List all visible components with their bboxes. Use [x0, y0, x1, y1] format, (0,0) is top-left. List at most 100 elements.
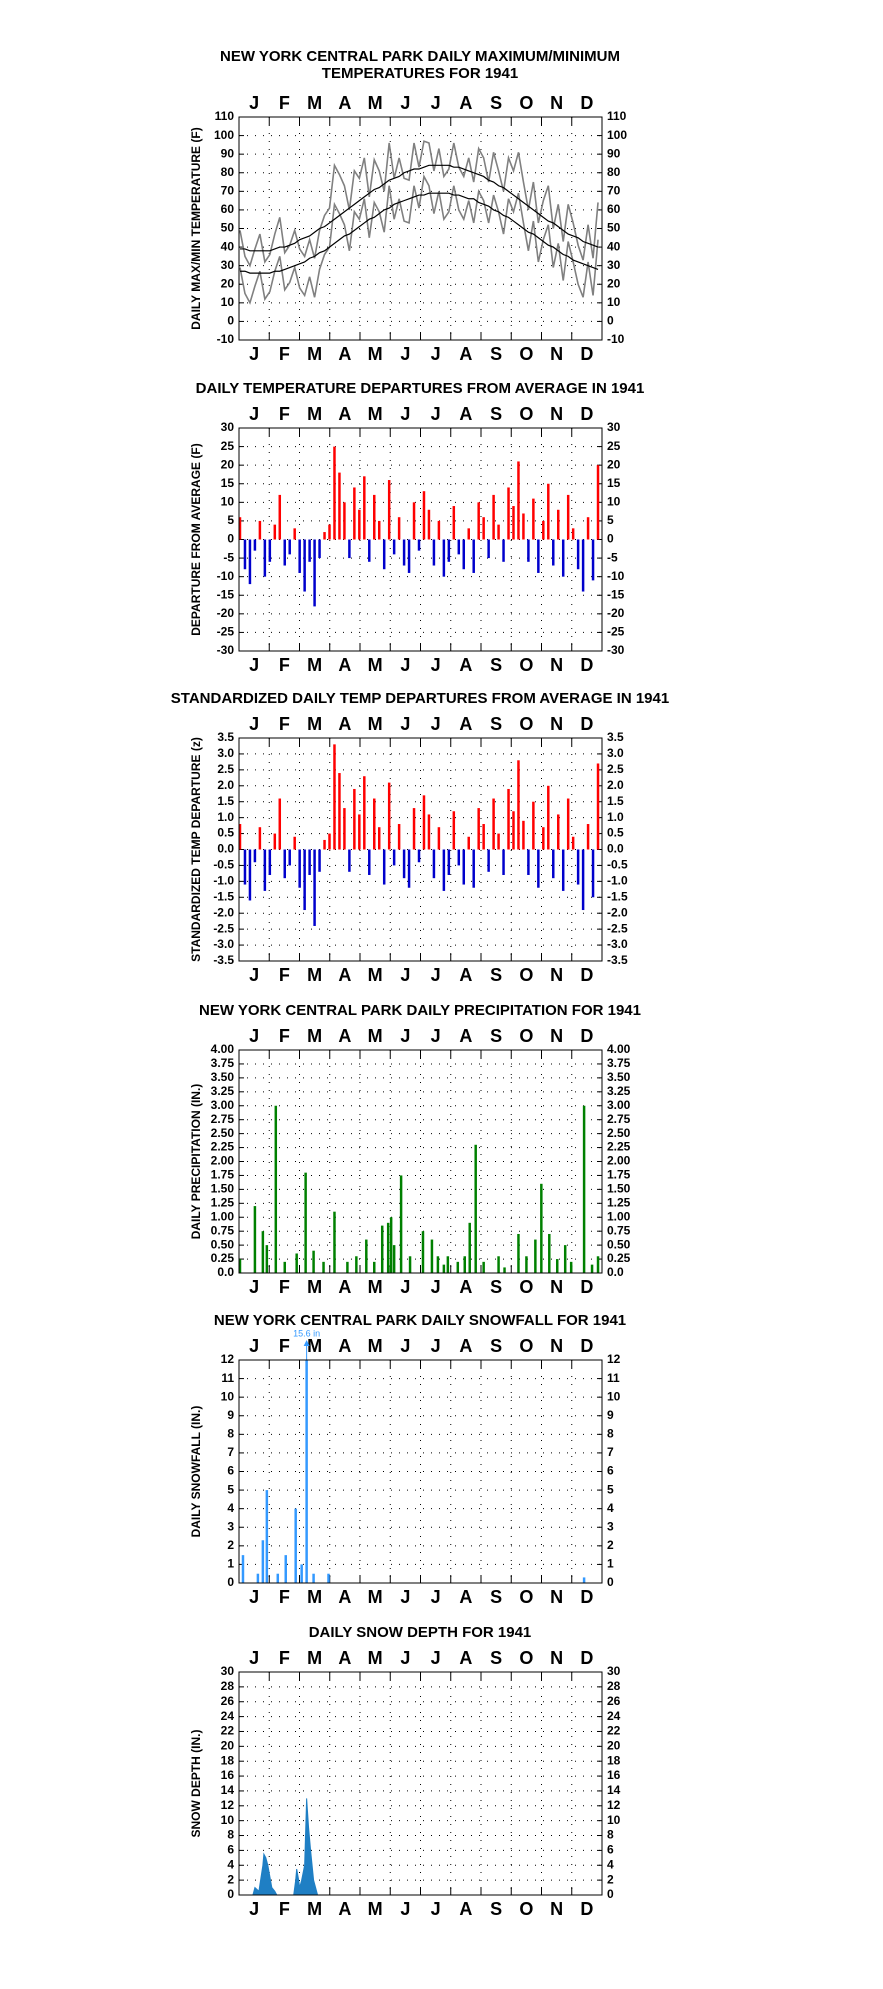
chart-panel: DAILY SNOW DEPTH FOR 1941 SNOW DEPTH (IN.…: [189, 1624, 621, 1919]
month-label-top: O: [519, 714, 533, 734]
bar: [268, 849, 272, 875]
month-label-bottom: N: [550, 655, 563, 675]
month-label-top: A: [459, 93, 472, 113]
month-label-bottom: J: [400, 965, 410, 985]
y-tick-label: 25: [221, 439, 235, 453]
bar: [295, 1253, 298, 1273]
y-tick-label-right: -2.0: [607, 905, 628, 919]
y-tick-label-right: 3.25: [607, 1084, 631, 1098]
y-tick-label: 1.75: [211, 1168, 235, 1182]
y-tick-label: 26: [221, 1694, 235, 1708]
bar: [263, 849, 267, 891]
month-label-bottom: O: [519, 965, 533, 985]
bar: [517, 1233, 520, 1273]
month-label-top: J: [431, 1026, 441, 1046]
bar: [368, 539, 371, 562]
bar: [402, 849, 406, 879]
month-label-top: F: [279, 404, 290, 424]
y-tick-label-right: 15: [607, 476, 621, 490]
bar: [293, 528, 296, 540]
chart-title: TEMPERATURES FOR 1941: [322, 65, 518, 82]
plot-area: [239, 446, 600, 607]
bar: [442, 849, 446, 891]
month-label-bottom: M: [368, 1587, 383, 1607]
bar: [397, 824, 401, 850]
month-label-bottom: J: [400, 344, 410, 364]
y-tick-label: 20: [221, 276, 235, 290]
month-label-top: A: [338, 714, 351, 734]
month-label-bottom: D: [580, 344, 593, 364]
bar: [353, 487, 356, 540]
month-label-bottom: A: [459, 344, 472, 364]
month-label-bottom: J: [249, 1277, 259, 1297]
bar: [313, 849, 316, 926]
bar: [571, 528, 575, 540]
chart-panel: STANDARDIZED DAILY TEMP DEPARTURES FROM …: [171, 690, 669, 985]
y-tick-label-right: 110: [607, 109, 627, 123]
month-label-bottom: J: [431, 1587, 441, 1607]
y-tick-label: 70: [221, 184, 235, 198]
month-label-top: J: [249, 1648, 259, 1668]
bar: [569, 1261, 573, 1273]
bar: [412, 502, 416, 540]
month-label-top: F: [279, 714, 290, 734]
bar: [507, 788, 510, 850]
month-label-top: N: [550, 714, 563, 734]
month-label-bottom: J: [249, 655, 259, 675]
plot-area: [239, 744, 600, 926]
bar: [487, 539, 490, 559]
bar: [517, 461, 520, 540]
y-tick-label-right: 0.75: [607, 1223, 631, 1237]
y-tick-label-right: 3.50: [607, 1070, 631, 1084]
bar: [432, 539, 436, 566]
month-label-top: M: [368, 93, 383, 113]
bar: [353, 788, 356, 850]
bar: [308, 849, 311, 875]
bar: [402, 539, 406, 566]
bar: [540, 1183, 543, 1273]
month-label-bottom: F: [279, 1587, 290, 1607]
y-tick-label-right: 1.0: [607, 810, 624, 824]
y-tick-label: 20: [221, 1739, 235, 1753]
bar: [517, 760, 520, 850]
month-label-top: M: [368, 1026, 383, 1046]
y-tick-label: 7: [227, 1445, 234, 1459]
y-tick-label-right: -5: [607, 550, 618, 564]
bar: [421, 1231, 425, 1273]
y-axis-label: DEPARTURE FROM AVERAGE (F): [189, 443, 203, 635]
bar: [312, 1573, 315, 1583]
month-label-bottom: M: [307, 1899, 322, 1919]
month-label-top: J: [431, 404, 441, 424]
bar: [452, 811, 456, 850]
month-label-top: J: [431, 1648, 441, 1668]
y-tick-label-right: 40: [607, 239, 621, 253]
y-tick-label-right: 22: [607, 1724, 621, 1738]
y-tick-label-right: 5: [607, 1482, 614, 1496]
bar: [582, 1577, 586, 1583]
month-label-top: J: [249, 404, 259, 424]
plot-area: [239, 140, 599, 305]
y-tick-label-right: 24: [607, 1709, 621, 1723]
month-label-top: O: [519, 1026, 533, 1046]
bar: [392, 849, 396, 866]
y-tick-label: 5: [227, 513, 234, 527]
month-label-bottom: S: [490, 655, 502, 675]
month-label-top: J: [431, 93, 441, 113]
bar: [358, 814, 361, 850]
bar: [387, 480, 391, 540]
bar: [263, 539, 267, 577]
month-label-bottom: F: [279, 655, 290, 675]
month-label-bottom: F: [279, 1277, 290, 1297]
bar: [552, 849, 555, 879]
bar: [293, 836, 296, 850]
y-tick-label-right: 60: [607, 202, 621, 216]
y-tick-label-right: -30: [607, 643, 625, 657]
bar: [407, 849, 411, 888]
month-label-bottom: S: [490, 965, 502, 985]
month-label-top: J: [400, 714, 410, 734]
arrow-head: [303, 1340, 310, 1346]
bar: [323, 839, 326, 850]
bar: [365, 1239, 368, 1273]
y-tick-label-right: 1.5: [607, 794, 624, 808]
month-label-bottom: M: [368, 1899, 383, 1919]
